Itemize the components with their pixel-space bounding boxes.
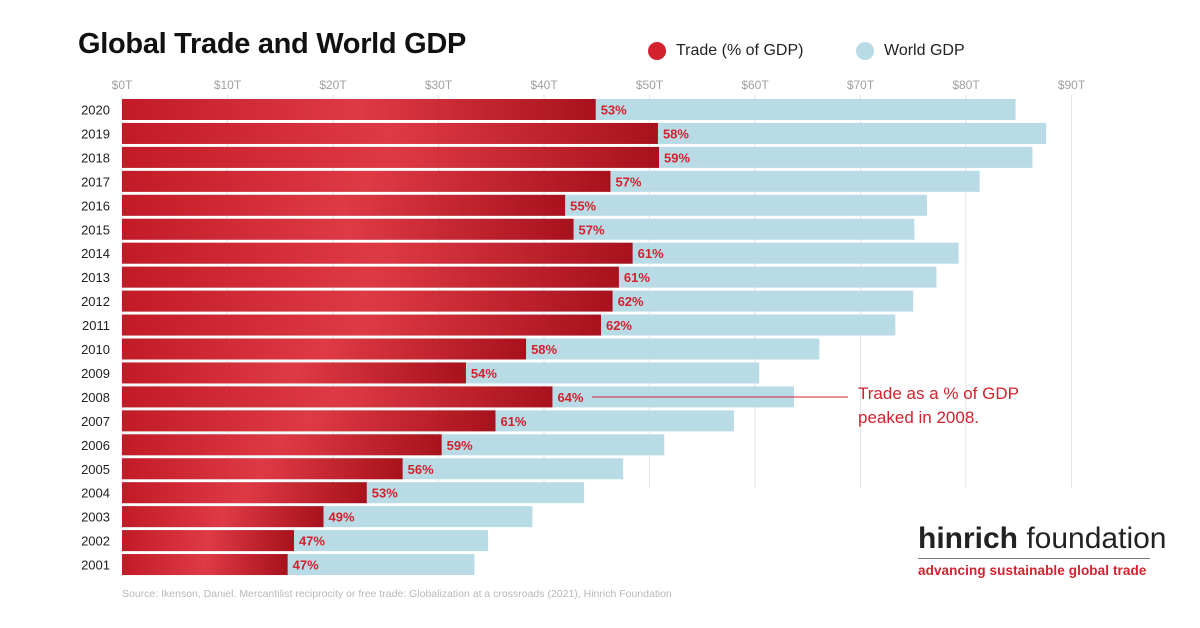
trade-pct-label: 55% bbox=[570, 198, 596, 213]
trade-bar bbox=[122, 290, 613, 312]
year-label: 2011 bbox=[82, 318, 110, 333]
x-tick-label: $80T bbox=[952, 78, 980, 92]
year-label: 2004 bbox=[81, 486, 110, 501]
legend-item-trade: Trade (% of GDP) bbox=[648, 42, 803, 60]
trade-pct-label: 58% bbox=[663, 126, 689, 141]
year-label: 2006 bbox=[81, 438, 110, 453]
logo-tagline: advancing sustainable global trade bbox=[918, 563, 1147, 578]
trade-bar bbox=[122, 554, 288, 576]
legend-label-gdp: World GDP bbox=[884, 42, 965, 59]
x-tick-label: $90T bbox=[1058, 78, 1086, 92]
trade-bar bbox=[122, 314, 601, 336]
logo-brand-bold: hinrich bbox=[918, 522, 1019, 555]
trade-bar bbox=[122, 506, 324, 528]
trade-bar bbox=[122, 122, 658, 144]
trade-bar bbox=[122, 458, 403, 480]
annotation: Trade as a % of GDP peaked in 2008. bbox=[858, 382, 1019, 430]
trade-pct-label: 53% bbox=[372, 486, 398, 501]
logo-wordmark: hinrich foundation bbox=[918, 522, 1166, 556]
legend-swatch-trade bbox=[648, 42, 666, 60]
x-tick-label: $50T bbox=[636, 78, 664, 92]
trade-pct-label: 59% bbox=[447, 438, 473, 453]
trade-pct-label: 62% bbox=[618, 294, 644, 309]
year-label: 2001 bbox=[81, 558, 110, 573]
trade-pct-label: 62% bbox=[606, 318, 632, 333]
year-label: 2002 bbox=[81, 534, 110, 549]
trade-bar bbox=[122, 410, 496, 432]
trade-bar bbox=[122, 218, 574, 240]
trade-pct-label: 49% bbox=[329, 510, 355, 525]
trade-pct-label: 47% bbox=[293, 558, 319, 573]
trade-pct-label: 61% bbox=[624, 270, 650, 285]
year-label: 2015 bbox=[81, 222, 110, 237]
trade-pct-label: 61% bbox=[638, 246, 664, 261]
chart-title: Global Trade and World GDP bbox=[78, 28, 467, 60]
trade-pct-label: 59% bbox=[664, 150, 690, 165]
year-label: 2017 bbox=[81, 174, 110, 189]
trade-bar bbox=[122, 530, 294, 552]
year-label: 2020 bbox=[81, 103, 110, 118]
legend-swatch-gdp bbox=[856, 42, 874, 60]
year-label: 2003 bbox=[81, 510, 110, 525]
year-label: 2013 bbox=[81, 270, 110, 285]
x-tick-label: $0T bbox=[112, 78, 133, 92]
x-tick-label: $70T bbox=[847, 78, 875, 92]
trade-pct-label: 54% bbox=[471, 366, 497, 381]
year-label: 2018 bbox=[81, 150, 110, 165]
trade-bar bbox=[122, 386, 553, 408]
trade-bar bbox=[122, 362, 466, 384]
year-label: 2005 bbox=[81, 462, 110, 477]
year-label: 2008 bbox=[81, 390, 110, 405]
trade-pct-label: 57% bbox=[579, 222, 605, 237]
year-label: 2009 bbox=[81, 366, 110, 381]
year-label: 2014 bbox=[81, 246, 110, 261]
year-label: 2010 bbox=[81, 342, 110, 357]
trade-bar bbox=[122, 482, 367, 504]
trade-bar bbox=[122, 266, 619, 288]
trade-bar bbox=[122, 170, 611, 192]
year-label: 2016 bbox=[81, 198, 110, 213]
trade-pct-label: 47% bbox=[299, 534, 325, 549]
year-label: 2019 bbox=[81, 126, 110, 141]
trade-bar bbox=[122, 99, 596, 120]
x-tick-label: $40T bbox=[530, 78, 558, 92]
trade-pct-label: 64% bbox=[557, 390, 583, 405]
trade-pct-label: 57% bbox=[615, 174, 641, 189]
x-tick-label: $30T bbox=[425, 78, 453, 92]
trade-bar bbox=[122, 242, 633, 264]
x-tick-label: $10T bbox=[214, 78, 242, 92]
legend-item-gdp: World GDP bbox=[856, 42, 965, 60]
trade-pct-label: 58% bbox=[531, 342, 557, 357]
annotation-line-1: Trade as a % of GDP bbox=[858, 384, 1019, 403]
trade-pct-label: 53% bbox=[601, 103, 627, 118]
trade-bar bbox=[122, 434, 442, 456]
year-label: 2012 bbox=[81, 294, 110, 309]
annotation-line-2: peaked in 2008. bbox=[858, 408, 979, 427]
source-note: Source: Ikenson, Daniel. Mercantilist re… bbox=[122, 588, 672, 600]
x-tick-label: $20T bbox=[319, 78, 347, 92]
hinrich-foundation-logo: hinrich foundation advancing sustainable… bbox=[918, 522, 1166, 578]
logo-brand-rest: foundation bbox=[1018, 522, 1167, 555]
trade-pct-label: 61% bbox=[500, 414, 526, 429]
trade-bar bbox=[122, 146, 659, 168]
x-tick-label: $60T bbox=[741, 78, 769, 92]
logo-divider bbox=[918, 558, 1150, 559]
trade-bar bbox=[122, 194, 566, 216]
legend-label-trade: Trade (% of GDP) bbox=[676, 42, 804, 59]
year-label: 2007 bbox=[81, 414, 110, 429]
trade-pct-label: 56% bbox=[408, 462, 434, 477]
trade-bar bbox=[122, 338, 527, 360]
